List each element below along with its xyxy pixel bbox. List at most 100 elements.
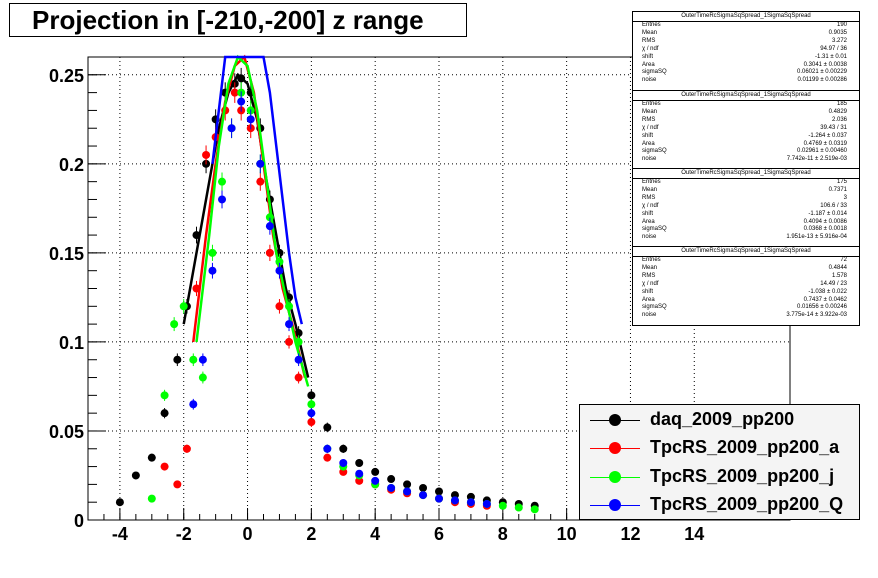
stats-row: Mean 0.4844: [642, 264, 847, 271]
y-tick-label: 0.2: [59, 155, 84, 175]
legend-marker-icon: [609, 499, 621, 511]
data-point: [208, 266, 217, 275]
data-point: [355, 469, 364, 478]
stats-box-3: OuterTimeRcSigmaSqSpread_1SigmaSqSpread …: [632, 168, 860, 247]
y-axis: 0 0.05 0.1 0.15 0.2 0.25: [49, 66, 106, 531]
stats-row: χ / ndf 94.97 / 36: [642, 45, 847, 52]
legend-label: TpcRS_2009_pp200_j: [650, 466, 835, 486]
fit-curve: [211, 55, 304, 325]
data-point: [192, 284, 201, 293]
data-point: [435, 487, 443, 496]
stats-row: Area 0.7437 ± 0.0462: [642, 296, 847, 303]
data-point: [131, 471, 140, 480]
series-TpcRS_2009_pp200_Q: [189, 55, 491, 508]
stats-row: noise 1.951e-13 ± 5.916e-04: [642, 234, 847, 241]
data-point: [355, 459, 364, 468]
data-point: [435, 494, 443, 503]
data-point: [285, 337, 294, 346]
data-point: [307, 418, 316, 427]
stats-row: sigmaSQ 0.01656 ± 0.00246: [642, 304, 847, 311]
data-point: [173, 355, 182, 364]
stats-header: OuterTimeRcSigmaSqSpread_1SigmaSqSpread: [633, 169, 859, 179]
data-point: [285, 302, 294, 311]
stats-row: sigmaSQ 0.02961 ± 0.00460: [642, 148, 847, 155]
x-tick-label: -4: [112, 524, 128, 544]
data-point: [208, 248, 217, 257]
stats-row: Entries 175: [642, 179, 847, 185]
data-point: [189, 400, 198, 409]
data-point: [237, 97, 246, 106]
legend-label: TpcRS_2009_pp200_Q: [650, 494, 844, 514]
stats-row: sigmaSQ 0.06021 ± 0.00229: [642, 69, 847, 76]
data-point: [294, 355, 303, 364]
stats-row: Mean 0.9035: [642, 29, 847, 36]
data-point: [403, 487, 412, 496]
data-point: [160, 409, 169, 418]
data-point: [265, 213, 274, 222]
data-point: [237, 74, 246, 83]
stats-row: Entries 72: [642, 257, 847, 263]
data-point: [147, 494, 156, 503]
data-point: [419, 491, 428, 500]
x-tick-label: 0: [243, 524, 253, 544]
y-tick-label: 0.15: [49, 244, 84, 264]
x-tick-label: 10: [557, 524, 577, 544]
legend-marker-icon: [609, 414, 621, 426]
legend-entry-tpcrs-j: TpcRS_2009_pp200_j: [580, 465, 861, 490]
data-point: [275, 257, 284, 266]
stats-row: Area 0.3041 ± 0.0038: [642, 61, 847, 68]
data-point: [307, 409, 316, 418]
legend-label: TpcRS_2009_pp200_a: [650, 437, 840, 457]
stats-box-1: OuterTimeRcSigmaSqSpread_1SigmaSqSpread …: [632, 11, 860, 91]
data-point: [218, 195, 227, 204]
y-tick-label: 0.05: [49, 422, 84, 442]
data-point: [173, 480, 182, 489]
series-TpcRS_2009_pp200_a: [160, 54, 491, 510]
stats-row: shift -1.038 ± 0.022: [642, 288, 847, 295]
data-point: [218, 177, 227, 186]
data-point: [323, 423, 332, 432]
stats-row: Area 0.4769 ± 0.0319: [642, 140, 847, 147]
data-point: [265, 248, 274, 257]
legend-entry-tpcrs-q: TpcRS_2009_pp200_Q: [580, 493, 861, 518]
data-point: [265, 222, 274, 231]
data-point: [450, 496, 459, 505]
data-point: [403, 480, 412, 489]
data-point: [371, 476, 380, 485]
data-point: [514, 503, 523, 512]
stats-row: Entries 185: [642, 101, 847, 107]
stats-box-2: OuterTimeRcSigmaSqSpread_1SigmaSqSpread …: [632, 90, 860, 169]
legend-entry-daq: daq_2009_pp200: [580, 408, 861, 433]
data-point: [530, 505, 539, 514]
stats-box-4: OuterTimeRcSigmaSqSpread_1SigmaSqSpread …: [632, 246, 860, 326]
data-point: [323, 444, 332, 453]
x-tick-label: 2: [306, 524, 316, 544]
x-tick-label: 14: [684, 524, 704, 544]
data-point: [482, 499, 491, 508]
data-point: [339, 459, 348, 468]
stats-row: Mean 0.4829: [642, 108, 847, 115]
data-point: [202, 150, 211, 159]
stats-row: Entries 190: [642, 22, 847, 28]
legend: daq_2009_pp200 TpcRS_2009_pp200_a TpcRS_…: [579, 404, 860, 520]
data-point: [115, 498, 124, 507]
data-point: [275, 266, 284, 275]
stats-row: RMS 1.578: [642, 272, 847, 279]
data-point: [294, 337, 303, 346]
stats-row: noise 7.742e-11 ± 2.519e-03: [642, 156, 847, 163]
data-point: [160, 462, 169, 471]
data-point: [387, 475, 396, 484]
data-point: [246, 115, 255, 124]
series-daq_2009_pp200: [115, 67, 539, 510]
fit-curve: [195, 54, 310, 387]
stats-row: Area 0.4094 ± 0.0086: [642, 218, 847, 225]
legend-marker-icon: [609, 442, 621, 454]
x-tick-label: 12: [620, 524, 640, 544]
stats-header: OuterTimeRcSigmaSqSpread_1SigmaSqSpread: [633, 247, 859, 257]
data-point: [170, 320, 179, 329]
stats-header: OuterTimeRcSigmaSqSpread_1SigmaSqSpread: [633, 12, 859, 22]
data-point: [256, 159, 265, 168]
data-point: [192, 231, 201, 240]
data-point: [466, 498, 475, 507]
data-point: [256, 177, 265, 186]
